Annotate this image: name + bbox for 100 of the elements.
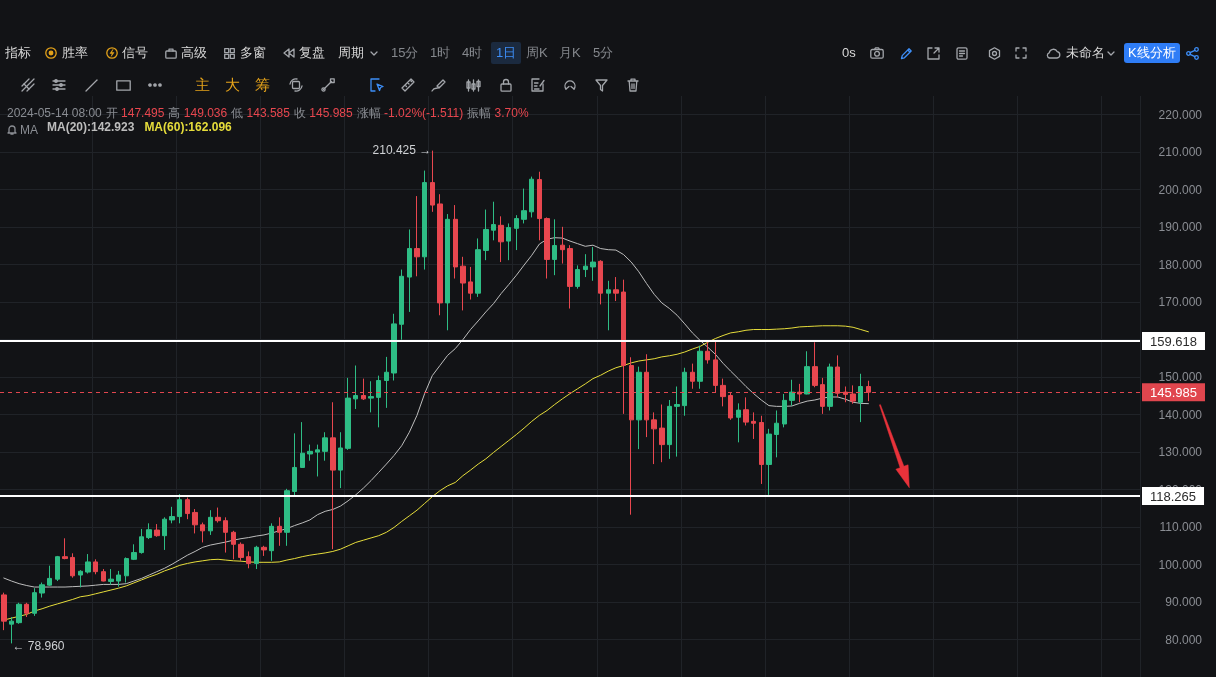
candlestick	[583, 253, 588, 278]
text: 0s	[842, 45, 856, 61]
candlestick	[766, 428, 772, 496]
candlestick	[315, 444, 320, 477]
candlestick	[560, 226, 565, 265]
candlestick	[384, 356, 389, 409]
candlestick	[368, 380, 374, 413]
candlestick	[292, 432, 297, 498]
candlestick	[261, 545, 267, 557]
candlestick	[491, 201, 496, 241]
text: MA(20):142.923	[47, 120, 135, 134]
candlestick	[338, 431, 343, 489]
candlestick	[231, 530, 236, 560]
candlestick	[254, 545, 259, 570]
candlestick	[537, 171, 542, 241]
text: 筹	[255, 76, 270, 94]
candlestick	[827, 363, 833, 411]
candlestick	[460, 256, 466, 311]
text: 5分	[593, 45, 614, 61]
candlestick	[101, 568, 106, 582]
candlestick	[9, 616, 14, 644]
candlestick	[759, 415, 764, 485]
candlestick	[78, 569, 83, 588]
legend-title: MA	[20, 121, 38, 138]
candlestick	[690, 363, 695, 390]
candlestick	[108, 568, 114, 586]
candlestick	[284, 488, 290, 547]
text: 周期	[338, 45, 364, 61]
candlestick	[674, 386, 680, 458]
candlestick	[200, 522, 205, 543]
candlestick	[277, 516, 282, 547]
candlestick	[32, 587, 37, 617]
annotation: 低 143.585	[231, 105, 290, 120]
y-tick-label: 130.000	[1158, 445, 1203, 460]
candlestick	[47, 565, 52, 587]
text: 多窗	[240, 45, 266, 61]
candlestick	[307, 444, 313, 462]
candlestick	[124, 556, 129, 584]
text: 4时	[462, 45, 483, 61]
text: 未命名	[1066, 45, 1105, 61]
candlestick	[445, 213, 450, 331]
y-tick-label: 80.000	[1165, 632, 1203, 647]
text: 复盘	[299, 45, 325, 61]
y-tick-label: 90.000	[1165, 595, 1203, 610]
text: 2024-05-14 08:00	[7, 104, 102, 121]
candlestick	[598, 259, 603, 305]
y-tick-label: 180.000	[1158, 257, 1203, 272]
candlestick	[353, 365, 358, 410]
candlestick	[93, 558, 98, 575]
candlestick	[544, 216, 550, 280]
candlestick	[812, 341, 818, 388]
candlestick	[330, 401, 336, 550]
text: K线分析	[1124, 43, 1180, 63]
candlestick	[223, 516, 228, 554]
y-tick-label: 210.000	[1158, 145, 1203, 160]
candlestick	[606, 280, 611, 331]
candlestick	[475, 237, 481, 298]
candlestick	[659, 403, 665, 463]
candlestick	[208, 509, 213, 536]
y-tick-label: 140.000	[1158, 407, 1203, 422]
annotation: 210.425 →	[372, 142, 432, 157]
candlestick	[743, 396, 749, 426]
text: 15分	[391, 45, 419, 61]
candlestick	[453, 204, 458, 280]
candlestick	[391, 313, 397, 381]
candlestick	[215, 507, 221, 524]
candlestick	[590, 246, 596, 282]
annotation: 振幅 3.70%	[467, 105, 529, 120]
candlestick	[116, 570, 121, 588]
annotation: 涨幅 -1.02%(-1.511)	[356, 105, 464, 120]
candlestick	[529, 176, 534, 218]
candlestick	[667, 399, 672, 460]
candlestick	[300, 421, 305, 469]
text: 高级	[181, 45, 207, 61]
candlestick	[804, 350, 810, 395]
candlestick	[506, 222, 511, 261]
y-tick-label: 110.000	[1159, 520, 1203, 535]
candlestick	[154, 523, 160, 538]
candlestick	[185, 496, 190, 520]
candlestick	[468, 266, 473, 301]
text: 周K	[526, 45, 548, 61]
candlestick	[422, 170, 427, 271]
candlestick	[345, 377, 351, 451]
candlestick	[774, 409, 779, 458]
text: 月K	[559, 45, 581, 61]
text: 1日	[491, 42, 522, 64]
text: 118.265	[1150, 488, 1197, 504]
annotation: 收 145.985	[293, 105, 353, 120]
text: 1时	[430, 45, 451, 61]
candlestick	[858, 373, 863, 423]
candlestick	[162, 516, 167, 551]
candlestick	[552, 218, 557, 276]
candlestick	[70, 552, 75, 579]
candlestick	[498, 215, 504, 263]
annotation: 高 149.036	[168, 105, 228, 120]
y-tick-label: 150.000	[1158, 370, 1203, 385]
candlestick	[437, 193, 443, 316]
y-tick-label: 190.000	[1158, 220, 1203, 235]
candlestick	[39, 582, 45, 599]
text: 大	[225, 76, 240, 94]
